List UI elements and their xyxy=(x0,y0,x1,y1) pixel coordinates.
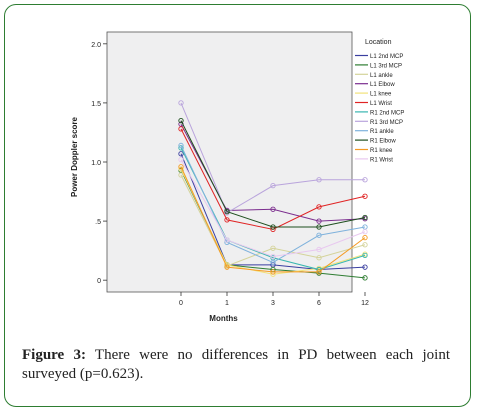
y-tick-label: 1.0 xyxy=(91,160,101,167)
data-point xyxy=(362,275,368,281)
x-tick-label: 1 xyxy=(225,300,229,307)
data-point xyxy=(270,206,276,212)
legend-label: L1 3rd MCP xyxy=(370,63,402,69)
caption-text: There were no differences in PD between … xyxy=(22,347,451,382)
plot-background xyxy=(106,31,353,293)
chart-area: 0 .5 1.0 1.5 2.0 0 1 3 6 12 Months Power Doppler sc… xyxy=(62,30,417,335)
series-line xyxy=(180,166,366,273)
data-point xyxy=(362,229,368,235)
data-point xyxy=(178,172,184,178)
data-point xyxy=(224,237,230,243)
y-tick-label: 0 xyxy=(97,278,101,285)
data-point xyxy=(362,264,368,270)
data-point xyxy=(362,177,368,183)
y-tick-label: 1.5 xyxy=(91,101,101,108)
caption-label: Figure 3: xyxy=(22,347,86,363)
x-tick-label: 6 xyxy=(317,300,321,307)
y-tick-label: 2.0 xyxy=(91,42,101,49)
figure-caption: Figure 3: There were no differences in P… xyxy=(22,346,450,384)
data-point xyxy=(316,232,322,238)
legend-label: L1 knee xyxy=(370,92,392,98)
x-tick-label: 0 xyxy=(179,300,183,307)
data-point xyxy=(178,100,184,106)
data-point xyxy=(270,253,276,260)
legend-label: R1 Elbow xyxy=(370,139,396,145)
data-point xyxy=(362,242,368,248)
series-line xyxy=(180,102,365,214)
data-point xyxy=(316,224,322,230)
data-point xyxy=(270,269,276,275)
data-point xyxy=(270,259,276,266)
y-axis-label: Power Doppler score xyxy=(70,116,79,197)
x-tick-label: 12 xyxy=(361,300,369,307)
series-line xyxy=(180,174,366,267)
data-point xyxy=(316,177,322,183)
data-point xyxy=(178,126,184,132)
data-point xyxy=(224,264,230,270)
data-point xyxy=(362,234,368,241)
legend-label: R1 Wrist xyxy=(370,157,393,163)
x-axis-label: Months xyxy=(209,314,238,323)
data-point xyxy=(316,255,322,261)
legend-label: R1 ankle xyxy=(370,129,394,135)
legend-label: L1 Elbow xyxy=(370,82,395,88)
legend-label: L1 2nd MCP xyxy=(370,54,403,60)
series-line xyxy=(180,145,366,264)
data-point xyxy=(316,269,322,275)
data-point xyxy=(178,117,184,124)
data-point xyxy=(362,214,368,221)
line-chart: 0 .5 1.0 1.5 2.0 0 1 3 6 12 Months Power Doppler sc… xyxy=(70,31,404,323)
legend-label: R1 knee xyxy=(370,148,393,154)
y-tick-label: .5 xyxy=(95,219,101,226)
data-point xyxy=(270,245,276,251)
x-tick-label: 3 xyxy=(271,300,275,307)
legend-title: Location xyxy=(365,39,392,46)
data-point xyxy=(316,204,322,210)
legend-label: L1 ankle xyxy=(370,73,393,79)
data-point xyxy=(270,182,276,189)
data-point xyxy=(270,224,276,230)
legend-label: R1 3rd MCP xyxy=(370,120,403,126)
data-point xyxy=(178,151,184,157)
series-line xyxy=(180,159,366,258)
data-point xyxy=(178,156,184,163)
legend-label: R1 2nd MCP xyxy=(370,110,404,116)
data-point xyxy=(178,142,184,149)
data-point xyxy=(316,246,322,253)
data-point xyxy=(178,164,184,170)
data-point xyxy=(362,252,368,259)
series-line xyxy=(180,120,366,228)
data-point xyxy=(362,193,368,199)
legend-label: L1 Wrist xyxy=(370,101,392,107)
data-point xyxy=(224,208,230,215)
data-point xyxy=(224,217,230,223)
data-point xyxy=(316,218,322,224)
figure-frame xyxy=(4,4,471,407)
